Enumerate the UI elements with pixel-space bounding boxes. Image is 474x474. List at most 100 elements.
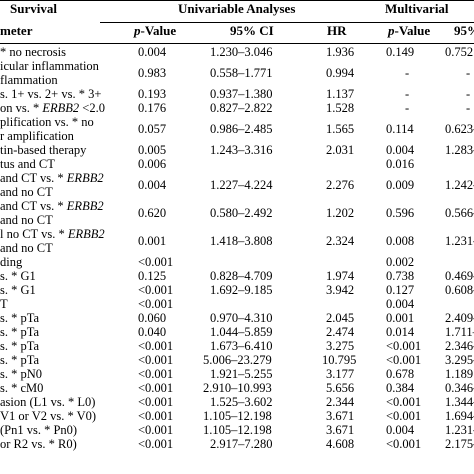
label-text: tin-based therapy bbox=[0, 143, 87, 157]
cell-p-value-multi: <0.001 bbox=[386, 409, 422, 423]
label-text: and no CT bbox=[0, 241, 53, 255]
row-label: s. * pTa bbox=[0, 311, 39, 325]
cell-p-value-multi: 0.678 bbox=[386, 367, 415, 381]
cell-ci: 1.230–3.046 bbox=[210, 45, 273, 59]
cell-p-value: <0.001 bbox=[138, 367, 174, 381]
cell-p-value-multi: - bbox=[405, 101, 410, 115]
row-label: ding bbox=[0, 255, 22, 269]
label-text: s. * pTa bbox=[0, 325, 40, 339]
row-label: and CT vs. * ERBB2 and no CT bbox=[0, 171, 104, 199]
cell-ci-multi: 2.346– bbox=[445, 339, 474, 353]
cell-ci: 1.525–3.602 bbox=[210, 395, 273, 409]
cell-hr: 2.031 bbox=[326, 143, 355, 157]
row-label: (Pn1 vs. * Pn0) bbox=[0, 423, 77, 437]
cell-ci: 2.910–10.993 bbox=[203, 381, 272, 395]
label-text: l no CT vs. * bbox=[0, 227, 68, 241]
cell-ci: 1.044–5.859 bbox=[210, 325, 273, 339]
row-label: V1 or V2 vs. * V0) bbox=[0, 409, 96, 423]
label-text: (Pn1 vs. * Pn0) bbox=[0, 423, 78, 437]
cell-hr: 5.656 bbox=[326, 381, 355, 395]
cell-ci-multi: 2.409– bbox=[445, 311, 474, 325]
p-italic: p bbox=[134, 23, 141, 38]
cell-hr: 1.565 bbox=[326, 122, 355, 136]
label-text: s. * pTa bbox=[0, 311, 40, 325]
cell-ci-multi: 0.752 bbox=[445, 45, 474, 59]
cell-hr: 3.275 bbox=[326, 339, 355, 353]
cell-p-value: 0.983 bbox=[138, 66, 167, 80]
cell-p-value: <0.001 bbox=[138, 255, 174, 269]
cell-ci-multi: 0.608– bbox=[445, 283, 474, 297]
cell-ci: 1.243–3.316 bbox=[210, 143, 273, 157]
cell-p-value-multi: 0.002 bbox=[386, 255, 415, 269]
cell-hr: 2.474 bbox=[326, 325, 355, 339]
cell-p-value-multi: <0.001 bbox=[386, 395, 422, 409]
cell-ci-multi: 0.566– bbox=[445, 206, 474, 220]
cell-p-value: 0.006 bbox=[138, 157, 167, 171]
group-header-survival: Survival bbox=[10, 1, 57, 16]
cell-p-value-multi: 0.149 bbox=[386, 45, 415, 59]
column-header-hr: HR bbox=[327, 23, 347, 38]
cell-ci-multi: 1.694– bbox=[445, 409, 474, 423]
label-text: and no CT bbox=[0, 185, 53, 199]
cell-hr: 3.177 bbox=[326, 367, 355, 381]
label-text: and CT vs. * bbox=[0, 171, 67, 185]
label-text: plification vs. * no bbox=[0, 115, 94, 129]
cell-p-value-multi: 0.009 bbox=[386, 178, 415, 192]
cell-p-value-multi: 0.008 bbox=[386, 234, 415, 248]
cell-p-value: <0.001 bbox=[138, 423, 174, 437]
row-label: T bbox=[0, 297, 8, 311]
cell-hr: 4.608 bbox=[326, 437, 355, 451]
group-header-multivariable: Multivarial bbox=[385, 1, 449, 16]
cell-ci-multi: 3.295– bbox=[445, 353, 474, 367]
cell-p-value: 0.193 bbox=[138, 87, 167, 101]
cell-hr: 3.671 bbox=[326, 409, 355, 423]
cell-ci: 0.970–4.310 bbox=[210, 311, 273, 325]
label-text: s. * pN0 bbox=[0, 367, 43, 381]
cell-ci-multi: 1.711– bbox=[445, 325, 474, 339]
cell-p-value: <0.001 bbox=[138, 353, 174, 367]
row-label: s. * G1 bbox=[0, 283, 36, 297]
cell-ci: 0.580–2.492 bbox=[210, 206, 273, 220]
cell-ci-multi: 0.623– bbox=[445, 122, 474, 136]
row-label: tus and CT bbox=[0, 157, 55, 171]
cell-ci: 1.227–4.224 bbox=[210, 178, 273, 192]
group-underline bbox=[100, 22, 474, 23]
label-text: V1 or V2 vs. * V0) bbox=[0, 409, 97, 423]
cell-p-value: <0.001 bbox=[138, 297, 174, 311]
cell-p-value: <0.001 bbox=[138, 437, 174, 451]
cell-ci-multi: - bbox=[466, 101, 471, 115]
cell-p-value-multi: <0.001 bbox=[386, 437, 422, 451]
cell-p-value: 0.057 bbox=[138, 122, 167, 136]
cell-hr: 1.974 bbox=[326, 269, 355, 283]
cell-hr: 1.528 bbox=[326, 101, 355, 115]
cell-p-value: <0.001 bbox=[138, 283, 174, 297]
cell-ci-multi: 1.344– bbox=[445, 395, 474, 409]
label-text: asion (L1 vs. * L0) bbox=[0, 395, 96, 409]
cell-p-value-multi: - bbox=[405, 66, 410, 80]
label-text: <2.0 bbox=[79, 101, 105, 115]
cell-p-value-multi: 0.127 bbox=[386, 283, 415, 297]
cell-hr: 3.942 bbox=[326, 283, 355, 297]
cell-hr: 0.994 bbox=[326, 66, 355, 80]
column-header-p-value: p-Value bbox=[134, 24, 176, 38]
row-label: plification vs. * no r amplification bbox=[0, 115, 94, 143]
label-text: s. * G1 bbox=[0, 269, 36, 283]
label-text: s. * G1 bbox=[0, 283, 36, 297]
cell-ci-multi: 1.231– bbox=[445, 234, 474, 248]
row-label: tin-based therapy bbox=[0, 143, 86, 157]
column-header-ci: 95% CI bbox=[230, 23, 274, 38]
group-header-univariable: Univariable Analyses bbox=[178, 1, 296, 16]
cell-p-value: 0.004 bbox=[138, 45, 167, 59]
row-label: s. * pTa bbox=[0, 353, 39, 367]
label-text: s. * cM0 bbox=[0, 381, 44, 395]
p2-italic: p bbox=[388, 23, 395, 38]
cell-ci-multi: 1.242– bbox=[445, 178, 474, 192]
cell-p-value-multi: 0.738 bbox=[386, 269, 415, 283]
cell-p-value: <0.001 bbox=[138, 395, 174, 409]
cell-p-value-multi: 0.004 bbox=[386, 423, 415, 437]
row-label: s. 1+ vs. 2+ vs. * 3+ bbox=[0, 87, 101, 101]
cell-ci-multi: 0.469– bbox=[445, 269, 474, 283]
row-label: l no CT vs. * ERBB2 and no CT bbox=[0, 227, 105, 255]
cell-p-value-multi: 0.384 bbox=[386, 381, 415, 395]
